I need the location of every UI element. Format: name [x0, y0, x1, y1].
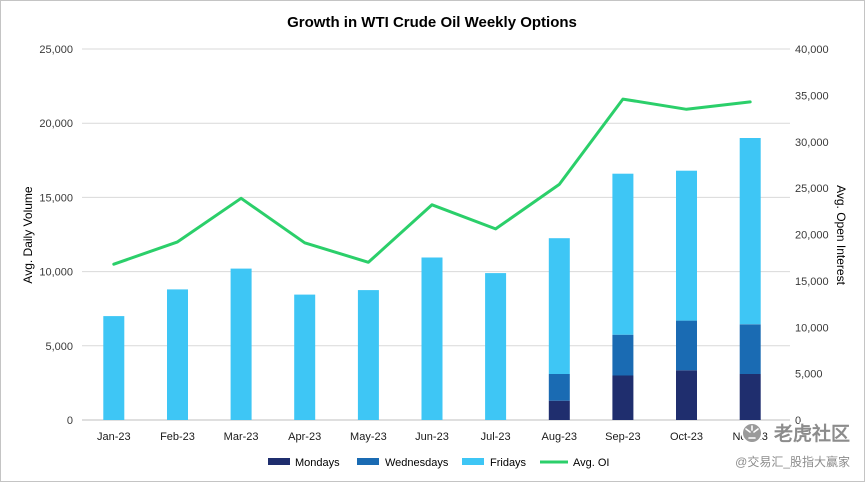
- bars: [103, 138, 761, 420]
- legend-label-wednesdays: Wednesdays: [385, 457, 449, 469]
- category-label-oct-23: Oct-23: [670, 431, 703, 443]
- watermark-handle: @交易汇_股指大赢家: [735, 454, 850, 469]
- bar-fridays-feb-23: [167, 289, 188, 420]
- bar-wednesdays-sep-23: [612, 334, 634, 376]
- right-axis-tick-label: 25,000: [795, 183, 829, 195]
- chart-title: Growth in WTI Crude Oil Weekly Options: [287, 14, 577, 31]
- left-axis-tick-label: 5,000: [45, 341, 73, 353]
- right-axis-tick-label: 10,000: [795, 322, 829, 334]
- bar-wednesdays-oct-23: [676, 320, 697, 371]
- left-axis-ticks: 0 5,000 10,000 15,000 20,000 25,000: [39, 44, 73, 427]
- line-avg-oi: [112, 97, 752, 266]
- category-label-apr-23: Apr-23: [288, 431, 321, 443]
- right-axis-tick-label: 40,000: [795, 44, 829, 56]
- legend-swatch-mondays: [268, 458, 290, 465]
- category-label-may-23: May-23: [350, 431, 387, 443]
- bar-mondays-aug-23: [548, 400, 570, 420]
- watermark-brand: 老虎社区: [774, 422, 850, 445]
- left-axis-title: Avg. Daily Volume: [21, 186, 35, 283]
- bar-mondays-oct-23: [676, 370, 697, 420]
- left-axis-tick-label: 20,000: [39, 118, 73, 130]
- bar-mondays-sep-23: [612, 375, 634, 420]
- bar-fridays-sep-23: [612, 173, 634, 335]
- right-axis-tick-label: 15,000: [795, 276, 829, 288]
- series-lines: [112, 97, 752, 266]
- legend-label-fridays: Fridays: [490, 457, 527, 469]
- right-axis-tick-label: 35,000: [795, 90, 829, 102]
- bar-fridays-jan-23: [103, 316, 125, 420]
- legend-label-mondays: Mondays: [295, 457, 340, 469]
- left-axis-tick-label: 10,000: [39, 267, 73, 279]
- right-axis-tick-label: 5,000: [795, 369, 823, 381]
- tiger-logo-icon: [741, 422, 763, 444]
- left-axis-tick-label: 0: [67, 415, 73, 427]
- legend-swatch-wednesdays: [357, 458, 379, 465]
- bar-fridays-jul-23: [485, 273, 507, 420]
- bar-fridays-nov-23: [739, 138, 761, 325]
- left-axis-tick-label: 15,000: [39, 192, 73, 204]
- legend-swatch-fridays: [462, 458, 484, 465]
- bar-fridays-aug-23: [548, 238, 570, 374]
- legend: Mondays Wednesdays Fridays Avg. OI: [268, 457, 609, 469]
- right-axis-ticks: 0 5,000 10,000 15,000 20,000 25,000 30,000 35,0…: [795, 44, 829, 427]
- category-label-sep-23: Sep-23: [605, 431, 640, 443]
- bar-wednesdays-nov-23: [739, 324, 761, 374]
- bar-fridays-apr-23: [294, 294, 316, 420]
- legend-item-avg-oi: Avg. OI: [540, 457, 609, 469]
- category-label-mar-23: Mar-23: [224, 431, 259, 443]
- right-axis-tick-label: 20,000: [795, 230, 829, 242]
- bar-mondays-nov-23: [739, 374, 761, 420]
- legend-item-mondays: Mondays: [268, 457, 340, 469]
- category-label-feb-23: Feb-23: [160, 431, 195, 443]
- legend-label-avg-oi: Avg. OI: [573, 457, 609, 469]
- legend-item-wednesdays: Wednesdays: [357, 457, 449, 469]
- category-label-jul-23: Jul-23: [481, 431, 511, 443]
- category-label-aug-23: Aug-23: [542, 431, 577, 443]
- bar-fridays-may-23: [357, 290, 379, 420]
- category-label-jan-23: Jan-23: [97, 431, 131, 443]
- left-axis-tick-label: 25,000: [39, 44, 73, 56]
- right-axis-tick-label: 30,000: [795, 137, 829, 149]
- right-axis-tick-label: 0: [795, 415, 801, 427]
- legend-item-fridays: Fridays: [462, 457, 527, 469]
- bar-fridays-jun-23: [421, 257, 443, 420]
- bar-fridays-oct-23: [676, 170, 697, 321]
- right-axis-title: Avg. Open Interest: [834, 185, 848, 286]
- gridlines: [82, 48, 790, 421]
- bar-fridays-mar-23: [230, 268, 252, 420]
- category-label-jun-23: Jun-23: [415, 431, 449, 443]
- watermark: 老虎社区 @交易汇_股指大赢家: [734, 421, 852, 471]
- bar-wednesdays-aug-23: [548, 374, 570, 401]
